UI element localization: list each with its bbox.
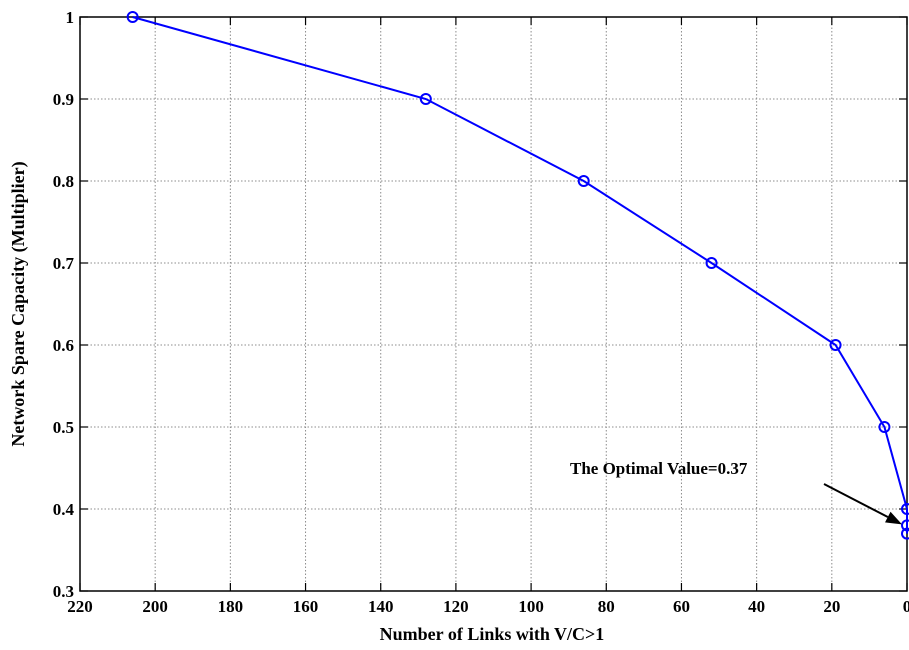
data-point bbox=[705, 257, 718, 269]
data-point bbox=[901, 519, 909, 532]
annotation-arrow bbox=[823, 483, 889, 518]
data-point bbox=[577, 175, 590, 187]
y-tick-label: 0.8 bbox=[53, 172, 74, 191]
data-point bbox=[419, 93, 432, 105]
annotation-text: The Optimal Value=0.37 bbox=[570, 459, 748, 478]
x-tick-label: 60 bbox=[673, 597, 690, 616]
y-tick-label: 0.7 bbox=[53, 254, 75, 273]
y-tick-label: 0.4 bbox=[53, 500, 75, 519]
data-point bbox=[829, 339, 842, 351]
data-point bbox=[901, 527, 909, 540]
y-tick-label: 0.5 bbox=[53, 418, 74, 437]
y-tick-label: 0.6 bbox=[53, 336, 74, 355]
annotation-arrowhead bbox=[885, 511, 902, 525]
plot-frame bbox=[79, 16, 908, 592]
x-tick-label: 100 bbox=[518, 597, 544, 616]
y-tick-label: 0.3 bbox=[53, 582, 74, 601]
data-point bbox=[126, 11, 139, 23]
data-point bbox=[878, 421, 891, 433]
x-tick-labels: 220 200 180 160 140 120 100 80 60 40 20 0 bbox=[67, 597, 909, 616]
grid bbox=[80, 17, 907, 591]
y-tick-label: 1 bbox=[66, 8, 75, 27]
x-tick-label: 220 bbox=[67, 597, 93, 616]
y-axis-label: Network Spare Capacity (Multiplier) bbox=[8, 161, 29, 446]
x-tick-label: 120 bbox=[443, 597, 469, 616]
data-point bbox=[901, 503, 909, 515]
x-axis-label: Number of Links with V/C>1 bbox=[380, 624, 605, 644]
x-tick-label: 200 bbox=[142, 597, 168, 616]
x-tick-label: 140 bbox=[368, 597, 394, 616]
x-tick-label: 80 bbox=[598, 597, 615, 616]
x-tick-label: 180 bbox=[218, 597, 244, 616]
annotation: The Optimal Value=0.37 bbox=[570, 459, 902, 525]
x-tick-label: 0 bbox=[903, 597, 909, 616]
x-tick-label: 40 bbox=[748, 597, 765, 616]
x-tick-label: 160 bbox=[293, 597, 319, 616]
y-tick-label: 0.9 bbox=[53, 90, 74, 109]
plot-background bbox=[80, 17, 907, 591]
y-tick-labels: 0.3 0.4 0.5 0.6 0.7 0.8 0.9 1 bbox=[53, 8, 75, 601]
x-tick-label: 20 bbox=[823, 597, 840, 616]
data-markers bbox=[126, 11, 909, 540]
